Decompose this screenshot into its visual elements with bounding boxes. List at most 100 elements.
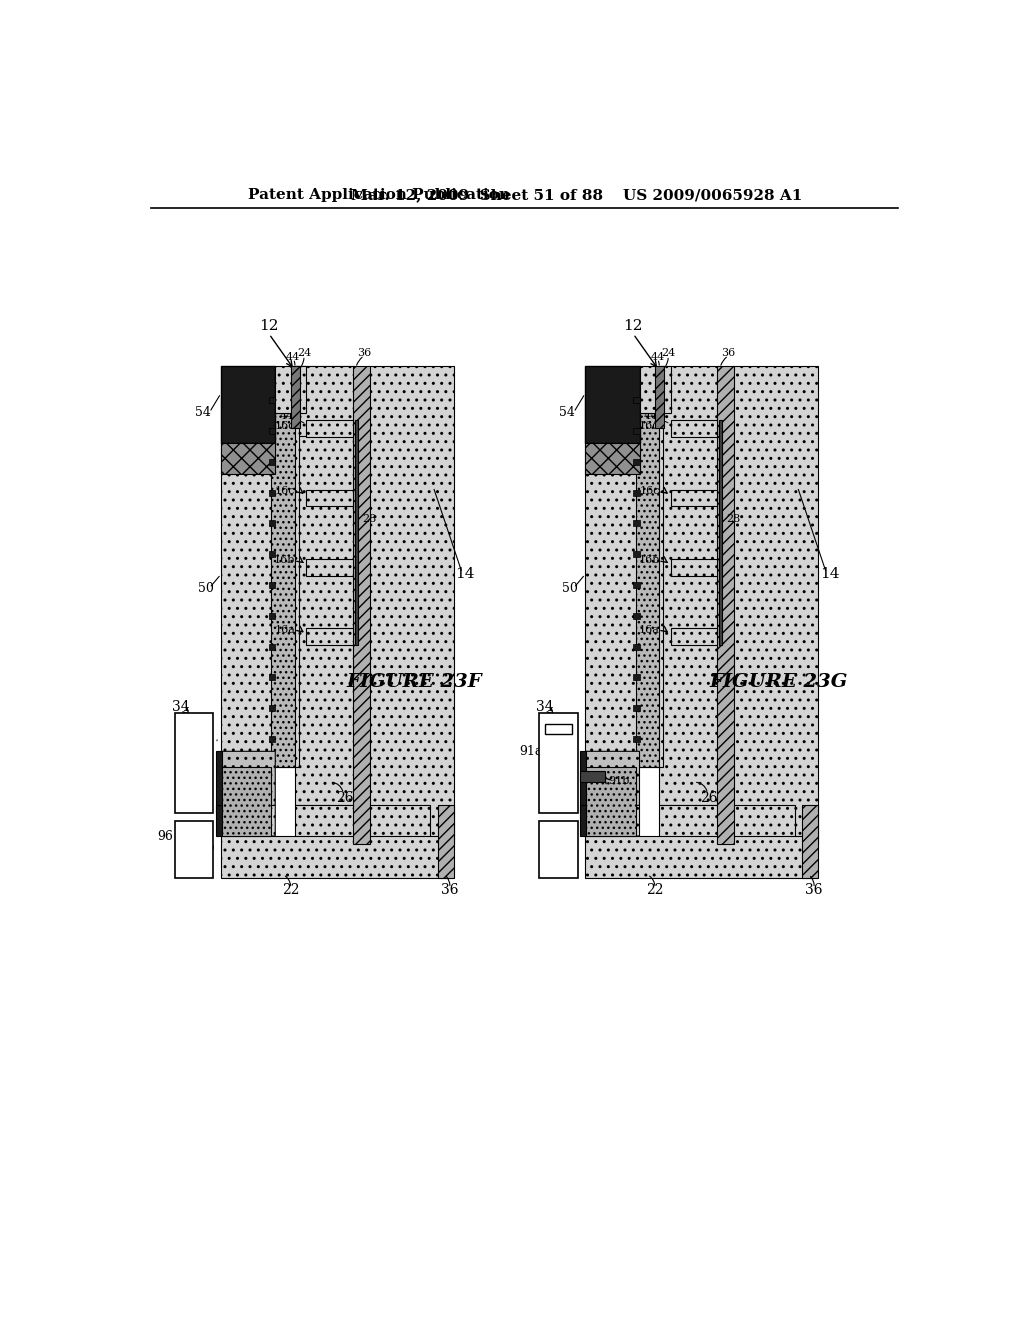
Bar — [269, 459, 275, 465]
Bar — [269, 428, 275, 434]
Text: 54: 54 — [559, 407, 575, 418]
Text: 26: 26 — [700, 791, 718, 804]
Bar — [174, 713, 213, 813]
Text: 14: 14 — [456, 568, 475, 581]
Text: 44: 44 — [650, 352, 665, 362]
Text: Patent Application Publication: Patent Application Publication — [248, 189, 510, 202]
Text: 14: 14 — [819, 568, 839, 581]
Bar — [658, 367, 719, 805]
Text: Mar. 12, 2009  Sheet 51 of 88: Mar. 12, 2009 Sheet 51 of 88 — [350, 189, 603, 202]
Polygon shape — [221, 805, 275, 836]
Text: 36: 36 — [722, 348, 736, 358]
Text: 55: 55 — [199, 737, 214, 750]
Text: 36: 36 — [357, 348, 372, 358]
Bar — [269, 397, 275, 404]
Bar — [539, 821, 578, 878]
Text: 55: 55 — [562, 737, 579, 750]
Bar — [275, 366, 306, 412]
Text: 26: 26 — [336, 791, 353, 804]
Text: 16a: 16a — [274, 624, 295, 635]
Bar — [586, 444, 640, 474]
Text: 16c: 16c — [274, 486, 295, 496]
Bar — [269, 520, 275, 527]
Text: 16b: 16b — [274, 556, 295, 565]
Bar — [269, 675, 275, 681]
Text: 50: 50 — [198, 582, 213, 594]
Text: 12: 12 — [624, 319, 643, 333]
Text: 36: 36 — [805, 883, 822, 896]
Bar — [633, 459, 640, 465]
Text: 16d: 16d — [274, 421, 295, 432]
Bar — [633, 552, 640, 557]
Bar — [633, 737, 640, 742]
Text: 16c: 16c — [639, 486, 659, 496]
Bar — [586, 767, 636, 836]
Text: 44: 44 — [280, 412, 294, 421]
Text: 36: 36 — [441, 883, 459, 896]
Bar — [269, 644, 275, 649]
Text: 44: 44 — [286, 352, 300, 362]
Bar — [438, 805, 454, 878]
Text: FIGURE 23G: FIGURE 23G — [710, 673, 848, 690]
Bar — [658, 805, 795, 867]
Bar — [221, 836, 450, 878]
Text: 54: 54 — [196, 407, 211, 418]
Polygon shape — [221, 751, 275, 813]
Bar — [269, 582, 275, 589]
Text: 22: 22 — [282, 883, 299, 896]
Bar — [636, 397, 658, 767]
Text: 16a: 16a — [639, 624, 659, 635]
Text: 34: 34 — [537, 700, 554, 714]
Bar — [295, 367, 354, 436]
Polygon shape — [586, 805, 640, 836]
Bar — [655, 367, 665, 428]
Bar — [221, 444, 275, 474]
Text: 91a: 91a — [519, 744, 543, 758]
Text: 91b: 91b — [608, 776, 630, 785]
Bar — [355, 420, 358, 645]
Polygon shape — [586, 751, 640, 813]
Bar — [580, 805, 586, 836]
Bar — [633, 490, 640, 496]
Text: 55: 55 — [563, 841, 579, 854]
Bar — [671, 490, 717, 507]
Bar — [586, 397, 663, 767]
Text: 22: 22 — [646, 883, 664, 896]
Bar — [295, 367, 354, 805]
Bar — [269, 490, 275, 496]
Bar — [633, 428, 640, 434]
Bar — [545, 725, 572, 734]
Bar — [174, 821, 213, 878]
Bar — [271, 397, 295, 767]
Text: 34: 34 — [172, 700, 189, 714]
Bar — [269, 552, 275, 557]
Text: 24: 24 — [297, 348, 311, 358]
Text: 16d: 16d — [638, 421, 659, 432]
Bar — [586, 836, 814, 878]
Bar — [216, 751, 222, 813]
Bar — [633, 612, 640, 619]
Text: 50: 50 — [562, 582, 578, 594]
Text: 28: 28 — [362, 513, 376, 524]
Bar — [221, 367, 275, 444]
Bar — [719, 420, 722, 645]
Bar — [671, 558, 717, 576]
Text: 24: 24 — [662, 348, 675, 358]
Bar — [216, 805, 222, 836]
Bar — [295, 805, 430, 867]
Bar — [269, 705, 275, 711]
Text: FIGURE 23F: FIGURE 23F — [347, 673, 482, 690]
Bar — [640, 366, 671, 412]
Text: 44: 44 — [644, 412, 658, 421]
Polygon shape — [580, 771, 604, 781]
Bar — [306, 490, 352, 507]
Text: 12: 12 — [259, 319, 279, 333]
Text: 16b: 16b — [638, 556, 659, 565]
Bar — [633, 582, 640, 589]
Bar — [633, 397, 640, 404]
Bar — [671, 420, 717, 437]
Bar — [633, 675, 640, 681]
Bar — [717, 367, 734, 843]
Bar — [269, 612, 275, 619]
Bar — [306, 558, 352, 576]
